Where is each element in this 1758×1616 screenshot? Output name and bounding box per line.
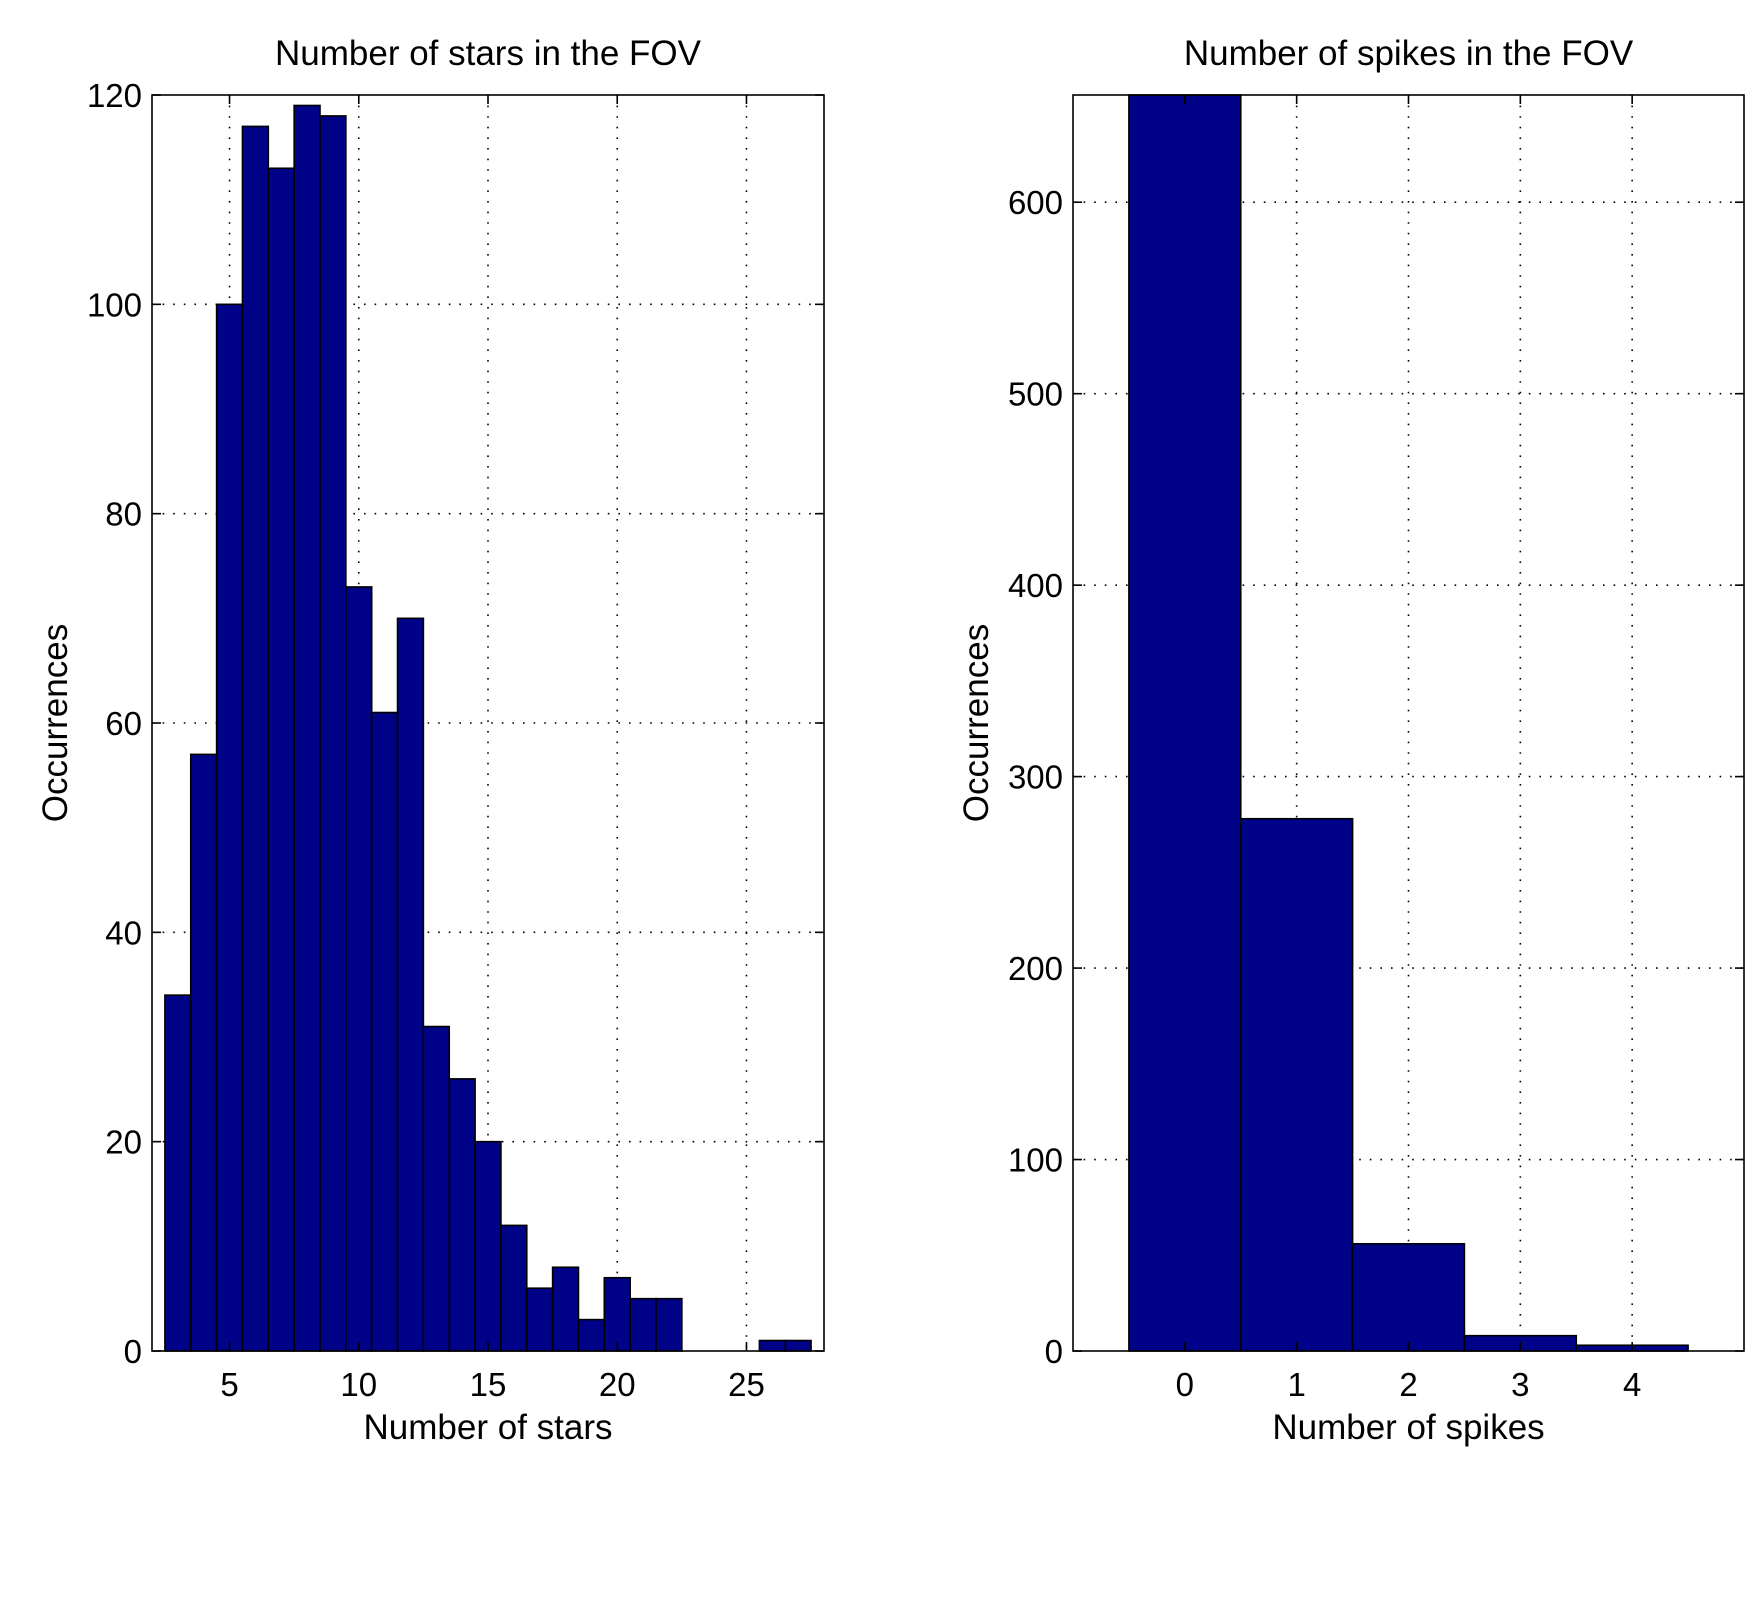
- histogram-bar: [784, 1339, 812, 1352]
- histogram-bar: [525, 1287, 554, 1352]
- histogram-bar: [370, 711, 399, 1352]
- x-tick-label: 3: [1511, 1366, 1529, 1403]
- y-tick-label: 500: [1008, 376, 1063, 413]
- y-tick-label: 600: [1008, 184, 1063, 221]
- y-tick-label: 20: [105, 1124, 142, 1161]
- x-tick-label: 10: [340, 1366, 377, 1403]
- histogram-bar: [655, 1297, 683, 1352]
- y-tick-label: 80: [105, 496, 142, 533]
- y-tick-label: 40: [105, 914, 142, 951]
- histogram-bar: [1239, 817, 1354, 1352]
- histogram-bar: [396, 617, 425, 1352]
- histogram-bar: [319, 115, 347, 1352]
- histogram-bar: [629, 1297, 657, 1352]
- histogram-bar: [500, 1224, 528, 1352]
- histogram-bar: [215, 303, 244, 1352]
- y-tick-label: 100: [87, 286, 142, 323]
- x-axis-label: Number of stars: [364, 1408, 613, 1447]
- x-tick-label: 25: [728, 1366, 765, 1403]
- x-tick-label: 15: [470, 1366, 507, 1403]
- histogram-bar: [1128, 94, 1242, 1352]
- spikes-histogram: 0 1 2 3 4 0 100 200 300 400 500 600 Number of spikes…: [957, 34, 1745, 1447]
- y-tick-label: 0: [1045, 1333, 1063, 1370]
- y-tick-label: 60: [105, 705, 142, 742]
- y-tick-label: 100: [1008, 1142, 1063, 1179]
- histogram-bar: [189, 753, 218, 1352]
- chart-title: Number of spikes in the FOV: [1184, 34, 1634, 73]
- y-tick-label: 200: [1008, 950, 1063, 987]
- axes-frame: [151, 94, 825, 1352]
- y-axis-label: Occurrences: [36, 624, 75, 822]
- y-tick-label: 400: [1008, 567, 1063, 604]
- axes-frame: [1072, 94, 1745, 1352]
- histogram-bar: [293, 104, 321, 1352]
- x-tick-label: 0: [1176, 1366, 1194, 1403]
- histogram-bar: [577, 1318, 606, 1352]
- histogram-bar: [551, 1266, 580, 1352]
- y-tick-label: 120: [87, 77, 142, 114]
- x-axis-label: Number of spikes: [1272, 1408, 1544, 1447]
- x-tick-label: 1: [1287, 1366, 1305, 1403]
- x-tick-label: 20: [599, 1366, 636, 1403]
- y-tick-label: 0: [124, 1333, 142, 1370]
- histogram-bar: [1351, 1242, 1466, 1352]
- histogram-bar: [241, 125, 270, 1352]
- histogram-bar: [422, 1025, 451, 1352]
- x-tick-label: 2: [1399, 1366, 1417, 1403]
- histogram-bar: [758, 1339, 787, 1352]
- stars-histogram: 5 10 15 20 25 0 20 40 60 80 100 120 Number of stars …: [36, 34, 825, 1447]
- chart-title: Number of stars in the FOV: [275, 34, 702, 73]
- histogram-bar: [448, 1078, 476, 1352]
- histogram-bar: [164, 994, 192, 1352]
- histogram-bar: [267, 167, 295, 1352]
- x-tick-label: 5: [220, 1366, 238, 1403]
- y-axis-label: Occurrences: [957, 624, 996, 822]
- y-tick-label: 300: [1008, 759, 1063, 796]
- histogram-bar: [474, 1140, 502, 1352]
- histogram-bar: [603, 1276, 631, 1352]
- x-tick-label: 4: [1623, 1366, 1641, 1403]
- histogram-bar: [345, 586, 373, 1352]
